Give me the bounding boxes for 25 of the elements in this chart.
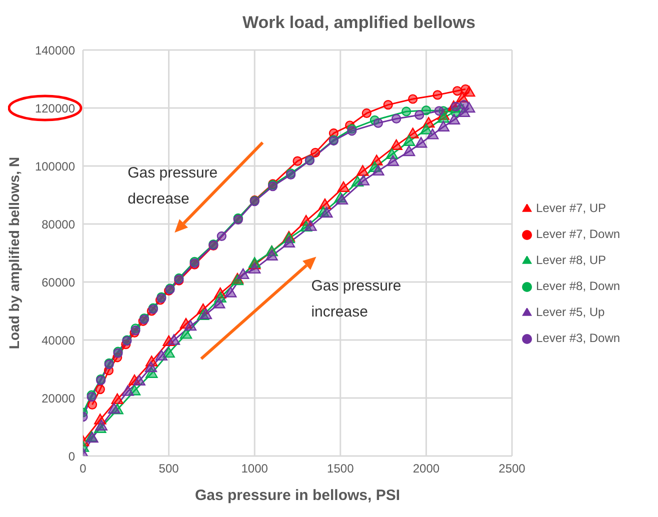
y-tick-label: 120000 [34, 101, 76, 116]
legend-label: Lever #3, Down [536, 331, 620, 345]
legend-label: Lever #7, Down [536, 227, 620, 241]
x-tick-label: 2500 [498, 462, 526, 476]
x-tick-label: 500 [158, 462, 180, 476]
y-tick-label: 80000 [42, 217, 76, 232]
y-tick-label: 20000 [42, 391, 76, 406]
y-tick-label: 0 [68, 449, 76, 464]
x-tick-label: 1500 [327, 462, 354, 476]
x-tick-label: 2000 [412, 462, 440, 476]
annotation: Gas pressure increase [311, 278, 402, 321]
y-tick-label: 100000 [34, 159, 76, 174]
legend-label: Lever #8, Down [536, 279, 620, 293]
legend-label: Lever #8, UP [536, 253, 606, 267]
legend-label: Lever #5, Up [536, 305, 605, 319]
legend-label: Lever #7, UP [536, 201, 606, 215]
x-tick-label: 1000 [241, 462, 268, 476]
y-tick-label: 60000 [42, 275, 76, 290]
y-axis-title: Load by amplified bellows, N [6, 156, 22, 350]
y-tick-label: 40000 [42, 333, 76, 348]
y-tick-label: 140000 [34, 43, 76, 58]
annotation: Gas pressure decrease [128, 164, 218, 208]
x-axis-title: Gas pressure in bellows, PSI [194, 487, 400, 504]
chart-title: Work load, amplified bellows [241, 12, 476, 34]
x-tick-label: 0 [80, 462, 87, 476]
